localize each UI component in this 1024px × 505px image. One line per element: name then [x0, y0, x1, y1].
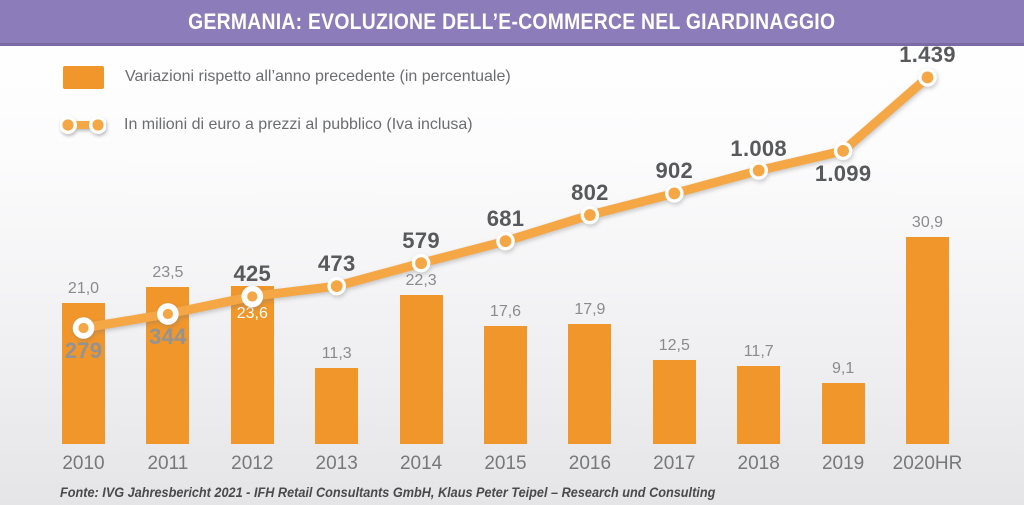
- line-marker-icon: [60, 116, 106, 134]
- bar-2020HR: [906, 237, 949, 444]
- legend: Variazioni rispetto all’anno precedente …: [60, 62, 511, 158]
- legend-item-bars: Variazioni rispetto all’anno precedente …: [63, 62, 511, 92]
- line-value-label: 473: [317, 251, 356, 277]
- line-value-label: 802: [571, 180, 609, 206]
- footer: Fonte: IVG Jahresbericht 2021 - IFH Reta…: [60, 484, 757, 502]
- x-axis-label-2016: 2016: [568, 453, 612, 474]
- bar-value-label: 17,9: [574, 301, 606, 318]
- bar-2017: [652, 360, 696, 444]
- bar-value-label: 11,3: [321, 345, 352, 362]
- x-axis-label-2012: 2012: [231, 453, 274, 474]
- bar-value-label: 11,7: [743, 343, 774, 360]
- bar-2013: [315, 368, 359, 444]
- line-value-label: 579: [402, 228, 440, 254]
- x-axis-label-2014: 2014: [399, 453, 443, 474]
- title-bar: GERMANIA: EVOLUZIONE DELL’E-COMMERCE NEL…: [0, 0, 1024, 46]
- x-axis-label-2010: 2010: [62, 453, 105, 474]
- bar-value-label: 23,5: [152, 264, 184, 281]
- bar-value-label: 9,1: [831, 360, 855, 377]
- x-axis-label-2019: 2019: [821, 453, 865, 474]
- source-note: Fonte: IVG Jahresbericht 2021 - IFH Reta…: [60, 485, 716, 500]
- line-value-label: 1.439: [899, 42, 956, 68]
- legend-line-label: In milioni di euro a prezzi al pubblico …: [124, 116, 473, 133]
- line-value-label: 279: [64, 338, 103, 363]
- bar-value-label: 12,5: [658, 337, 690, 354]
- bar-value-label: 17,6: [489, 303, 522, 320]
- x-axis-label-2017: 2017: [653, 453, 696, 474]
- bar-swatch-icon: [63, 65, 104, 89]
- bar-2016: [568, 324, 612, 444]
- x-axis-label-2011: 2011: [147, 453, 189, 474]
- bar-2014: [399, 295, 443, 444]
- x-axis-label-2020HR: 2020HR: [892, 453, 963, 474]
- legend-item-line: In milioni di euro a prezzi al pubblico …: [60, 110, 511, 140]
- line-value-label: 425: [233, 261, 272, 287]
- line-value-label: 344: [149, 323, 187, 349]
- line-value-label: 681: [486, 206, 525, 232]
- x-axis-label-2015: 2015: [484, 453, 527, 474]
- bar-value-label: 22,3: [405, 272, 437, 289]
- legend-bars-label: Variazioni rispetto all’anno precedente …: [125, 68, 511, 85]
- bar-2018: [737, 366, 781, 444]
- bar-value-label: 21,0: [67, 280, 100, 297]
- bar-2010: [62, 303, 105, 444]
- x-axis-label-2013: 2013: [315, 453, 358, 474]
- page-title: GERMANIA: EVOLUZIONE DELL’E-COMMERCE NEL…: [188, 8, 836, 34]
- line-value-label: 902: [655, 158, 694, 184]
- bar-2011: [146, 287, 190, 444]
- bar-2015: [484, 326, 527, 444]
- bar-2019: [821, 383, 865, 444]
- bar-value-label: 30,9: [911, 214, 944, 231]
- line-value-label: 1.099: [814, 160, 872, 186]
- bar-value-label: 23,6: [236, 305, 268, 322]
- x-axis-label-2018: 2018: [737, 453, 780, 474]
- line-value-label: 1.008: [730, 135, 787, 161]
